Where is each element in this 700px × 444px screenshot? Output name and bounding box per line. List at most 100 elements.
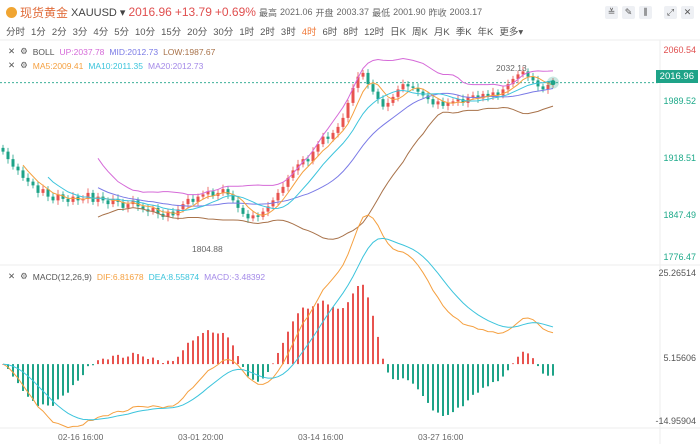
period-tab[interactable]: 8时 <box>343 27 359 38</box>
candle <box>226 189 230 195</box>
draw-icon[interactable]: ✎ <box>622 6 635 19</box>
macd-bar <box>307 308 309 365</box>
period-tab[interactable]: 3时 <box>280 27 296 38</box>
candle <box>521 71 525 75</box>
ma10-line <box>47 80 554 212</box>
period-tab[interactable]: 12时 <box>364 27 385 38</box>
candle <box>491 92 495 97</box>
macd-bar <box>77 364 79 381</box>
macd-dif: DIF:6.81678 <box>96 271 144 282</box>
macd-bar <box>297 313 299 365</box>
macd-bar <box>282 342 284 365</box>
period-tab[interactable]: 3分 <box>72 27 88 38</box>
candle <box>236 200 240 208</box>
macd-bar <box>237 356 239 365</box>
remove-icon[interactable]: ✕ <box>8 46 16 56</box>
period-tab[interactable]: 20分 <box>187 27 208 38</box>
period-tab[interactable]: 1时 <box>239 27 255 38</box>
high-annotation: 2032.13 <box>496 63 527 73</box>
period-tab[interactable]: 年K <box>477 27 494 38</box>
period-tab[interactable]: 15分 <box>161 27 182 38</box>
ma10: MA10:2011.35 <box>88 60 143 71</box>
macd-bar <box>112 355 114 365</box>
remove-icon[interactable]: ✕ <box>8 60 16 70</box>
candle <box>1 147 5 152</box>
macd-bar <box>322 300 324 365</box>
expand-icon[interactable]: ⤢ <box>664 6 677 19</box>
macd-bar <box>197 336 199 365</box>
macd-bar <box>217 333 219 365</box>
macd-legend: ✕ ⚙ MACD(12,26,9) DIF:6.81678 DEA:8.55874… <box>8 271 265 282</box>
candle-icon[interactable]: ⫼ <box>639 6 652 19</box>
period-tab[interactable]: 月K <box>433 27 450 38</box>
candle <box>11 159 15 167</box>
line-tool-icon[interactable]: ≚ <box>605 6 618 19</box>
period-tab[interactable]: 10分 <box>135 27 156 38</box>
macd-bar <box>432 364 434 411</box>
candle <box>286 177 290 187</box>
period-tab[interactable]: 5分 <box>114 27 129 38</box>
macd-bar <box>387 364 389 373</box>
macd-bar <box>187 342 189 365</box>
macd-bar <box>367 297 369 365</box>
period-tab[interactable]: 日K <box>390 27 407 38</box>
period-tab[interactable]: 6时 <box>322 27 338 38</box>
candle <box>481 93 485 99</box>
macd-bar <box>502 364 504 377</box>
macd-axis-label: -14.95904 <box>655 416 696 426</box>
macd-bar <box>377 336 379 365</box>
symbol-selector[interactable]: XAUUSD ▾ <box>71 6 125 19</box>
date-label: 03-01 20:00 <box>178 432 224 442</box>
macd-bar <box>32 364 34 401</box>
settings-icon[interactable]: ⚙ <box>20 46 28 56</box>
macd-bar <box>242 364 244 367</box>
macd-bar <box>262 364 264 379</box>
quote-header: 现货黄金 XAUUSD ▾ 2016.96 +13.79 +0.69% 最高 20… <box>6 3 482 21</box>
period-tab[interactable]: 更多▾ <box>499 27 524 38</box>
macd-dea: DEA:8.55874 <box>148 271 200 282</box>
macd-bar <box>397 364 399 380</box>
candle <box>316 144 320 152</box>
period-tab[interactable]: 30分 <box>213 27 234 38</box>
candle <box>106 200 110 205</box>
macd-bar <box>22 364 24 391</box>
settings-icon[interactable]: ⚙ <box>20 60 28 70</box>
low-annotation: 1804.88 <box>192 244 223 254</box>
macd-bar <box>52 364 54 406</box>
period-tab[interactable]: 2分 <box>51 27 67 38</box>
candle <box>246 213 250 219</box>
candle <box>406 84 410 87</box>
period-tab[interactable]: 季K <box>455 27 472 38</box>
close-icon[interactable]: ✕ <box>681 6 694 19</box>
candle <box>181 204 185 210</box>
macd-bar <box>97 360 99 365</box>
change: +13.79 <box>174 5 212 19</box>
period-tab[interactable]: 4时 <box>301 27 317 38</box>
candle <box>346 102 350 118</box>
candle <box>336 126 340 133</box>
period-tab[interactable]: 分时 <box>6 27 26 38</box>
candle <box>141 206 145 210</box>
caret-down-icon: ▾ <box>119 6 126 19</box>
candle <box>41 189 45 193</box>
period-tab[interactable]: 1分 <box>31 27 46 38</box>
period-tabs: 分时 1分 2分 3分 4分 5分 10分 15分 20分 30分 1时 2时 3时 4时 6时 8时 12时日… <box>6 24 523 38</box>
candle <box>66 198 70 202</box>
candle <box>176 209 180 216</box>
macd-bar <box>92 364 94 366</box>
macd-bar <box>132 352 134 365</box>
settings-icon[interactable]: ⚙ <box>20 271 28 281</box>
period-tab[interactable]: 4分 <box>93 27 109 38</box>
macd-bar <box>127 356 129 365</box>
candle <box>61 194 65 199</box>
macd-bar <box>207 330 209 365</box>
candle <box>471 95 475 97</box>
remove-icon[interactable]: ✕ <box>8 271 16 281</box>
current-price-dot <box>550 80 556 86</box>
macd-bar <box>167 360 169 365</box>
macd-bar <box>552 364 554 376</box>
period-tab[interactable]: 2时 <box>260 27 275 38</box>
period-tab[interactable]: 周K <box>412 27 428 38</box>
candle <box>371 84 375 92</box>
